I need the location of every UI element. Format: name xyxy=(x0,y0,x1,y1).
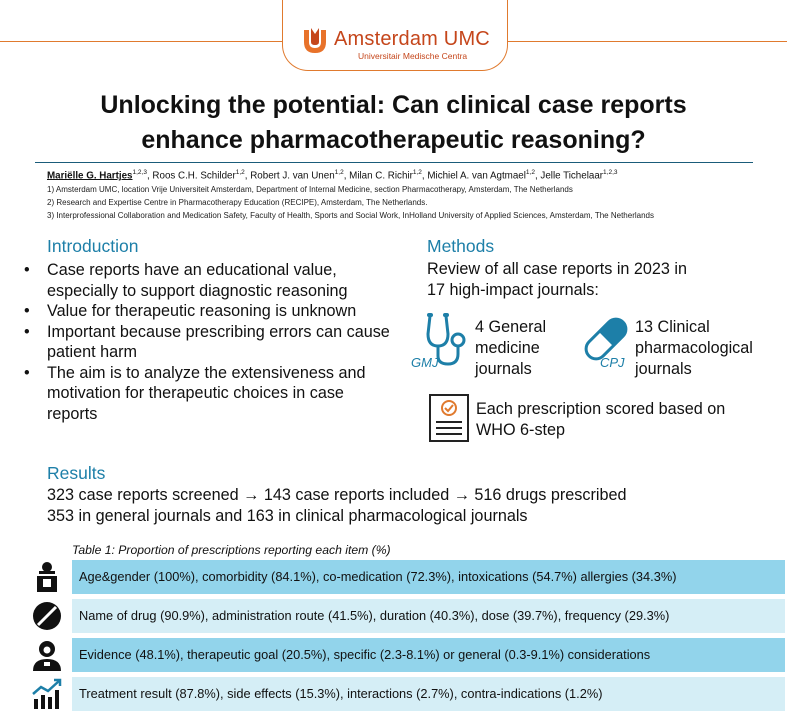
author-affiliation: 1,2 xyxy=(334,169,344,176)
cpj-text-1: 13 Clinical xyxy=(635,318,710,336)
results-summary: 323 case reports screened → 143 case rep… xyxy=(47,485,626,527)
table-row: Treatment result (87.8%), side effects (… xyxy=(72,677,785,711)
list-item: Value for therapeutic reasoning is unkno… xyxy=(17,301,397,322)
cpj-text-2: pharmacological xyxy=(635,339,753,357)
author-affiliation: 1,2,3 xyxy=(603,169,618,176)
results-heading: Results xyxy=(47,463,106,483)
logo-tab xyxy=(282,0,508,71)
list-item: Case reports have an educational value, … xyxy=(17,260,397,301)
table-row: Evidence (48.1%), therapeutic goal (20.5… xyxy=(72,638,785,672)
first-author: Mariëlle G. Hartjes xyxy=(47,170,133,182)
results-line2: 353 in general journals and 163 in clini… xyxy=(47,507,528,525)
cpj-text-3: journals xyxy=(635,360,692,378)
affiliation-1: 1) Amsterdam UMC, location Vrije Univers… xyxy=(47,185,573,194)
author-affiliation: 1,2 xyxy=(525,169,535,176)
introduction-heading: Introduction xyxy=(47,236,139,256)
methods-line1: Review of all case reports in 2023 in xyxy=(427,260,688,278)
gmj-label: GMJ xyxy=(411,355,439,370)
pill-icon xyxy=(33,602,61,630)
scoring-text-2: WHO 6-step xyxy=(476,421,566,439)
header-rule-right xyxy=(504,41,787,42)
scoring-text-1: Each prescription scored based on xyxy=(476,400,726,418)
gmj-text-2: medicine xyxy=(475,339,540,357)
table-caption: Table 1: Proportion of prescriptions rep… xyxy=(72,543,391,557)
gmj-description: 4 General medicine journals xyxy=(475,317,546,380)
results-line1: 323 case reports screened → 143 case rep… xyxy=(47,486,627,504)
scoring-description: Each prescription scored based on WHO 6-… xyxy=(476,399,725,441)
author: Jelle Tichelaar xyxy=(540,170,604,182)
introduction-bullets: Case reports have an educational value, … xyxy=(17,260,397,424)
affiliation-2: 2) Research and Expertise Centre in Phar… xyxy=(47,198,428,207)
gmj-text-3: journals xyxy=(475,360,532,378)
poster-title-line2: enhance pharmacotherapeutic reasoning? xyxy=(141,126,646,154)
methods-heading: Methods xyxy=(427,236,495,256)
poster-title-line1: Unlocking the potential: Can clinical ca… xyxy=(100,91,687,119)
patient-icon xyxy=(37,562,57,592)
table-row: Age&gender (100%), comorbidity (84.1%), … xyxy=(72,560,785,594)
author: Milan C. Richir xyxy=(349,170,413,182)
capsule-icon xyxy=(584,317,628,361)
author-list: Mariëlle G. Hartjes1,2,3, Roos C.H. Schi… xyxy=(47,169,618,182)
stethoscope-icon xyxy=(426,313,466,366)
author: Roos C.H. Schilder xyxy=(152,170,236,182)
gmj-text-1: 4 General xyxy=(475,318,547,336)
doctor-icon xyxy=(33,641,61,671)
list-item: Important because prescribing errors can… xyxy=(17,322,397,363)
amsterdam-umc-logo-icon xyxy=(304,28,326,53)
logo-name: Amsterdam UMC xyxy=(334,28,490,50)
poster-title: Unlocking the potential: Can clinical ca… xyxy=(0,88,787,158)
author-affiliation: 1,2 xyxy=(412,169,422,176)
methods-line2: 17 high-impact journals: xyxy=(427,281,599,299)
header-rule-left xyxy=(0,41,284,42)
cpj-label: CPJ xyxy=(600,355,625,370)
affiliation-3: 3) Interprofessional Collaboration and M… xyxy=(47,211,654,220)
checklist-document-icon xyxy=(429,394,469,442)
cpj-description: 13 Clinical pharmacological journals xyxy=(635,317,753,380)
chart-growth-icon xyxy=(32,678,62,709)
title-divider xyxy=(35,162,753,163)
logo-subtitle: Universitair Medische Centra xyxy=(358,51,468,61)
author-affiliation: 1,2 xyxy=(235,169,245,176)
first-author-affiliation: 1,2,3 xyxy=(132,169,147,176)
list-item: The aim is to analyze the extensiveness … xyxy=(17,363,397,425)
author: Michiel A. van Agtmael xyxy=(427,170,526,182)
table-row: Name of drug (90.9%), administration rou… xyxy=(72,599,785,633)
methods-intro: Review of all case reports in 2023 in 17… xyxy=(427,259,687,301)
author: Robert J. van Unen xyxy=(250,170,335,182)
